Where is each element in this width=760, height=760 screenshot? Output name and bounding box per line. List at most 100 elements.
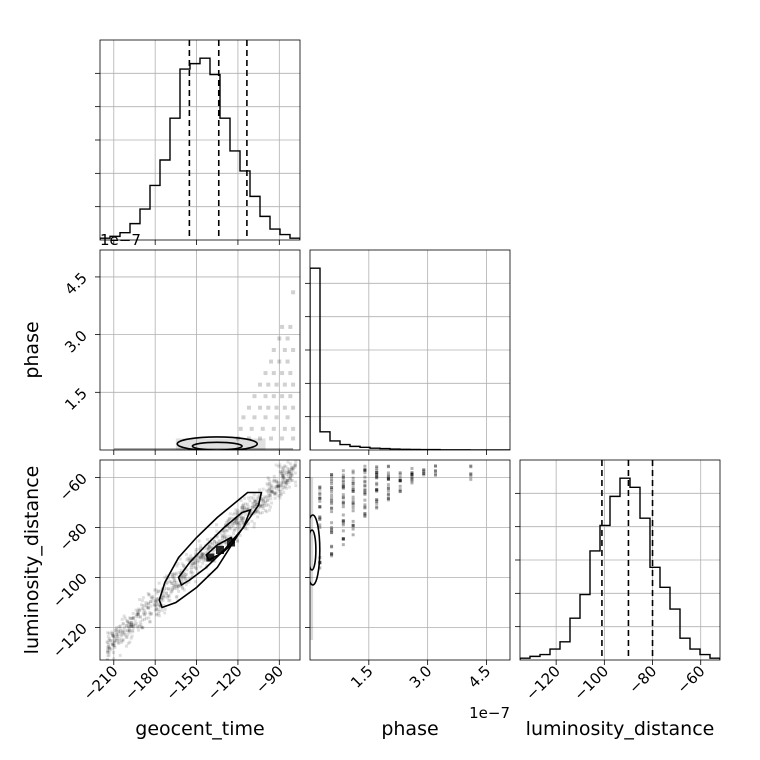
sample-point [282,475,286,479]
sample-point [375,481,379,485]
sample-point [204,558,208,562]
sample-point [192,562,196,566]
sample-point [252,522,256,526]
sample-point [256,507,260,511]
sample-point [261,502,265,506]
sample-point [217,544,221,548]
sample-point [226,519,230,523]
sample-point [410,479,414,483]
sample-point [176,583,180,587]
sample-point [268,480,272,484]
sample-point [119,640,123,644]
sample-point [114,631,118,635]
sample-point [271,371,276,376]
sample-point [138,608,142,612]
sample-point [112,634,116,638]
sample-point [363,514,367,518]
sample-point [131,626,135,630]
sample-point [245,522,249,526]
sample-point [193,562,197,566]
sample-point [284,486,288,490]
sample-point [239,506,243,510]
sample-point [134,615,138,619]
sample-point [330,473,334,477]
sample-point [133,623,137,627]
sample-point [272,480,276,484]
sample-point [131,616,135,620]
sample-point [363,480,367,484]
sample-point [199,546,203,550]
sample-point [257,505,261,509]
sample-point [264,496,268,500]
sample-point [139,625,143,629]
sample-point [284,480,288,484]
sample-point [200,552,204,556]
sample-point [161,590,165,594]
sample-point [351,489,355,493]
sample-point [288,476,292,480]
sample-point [232,528,236,532]
sample-point [112,636,116,640]
sample-point [269,497,273,501]
sample-point [422,471,426,475]
sample-point [141,596,145,600]
sample-point [238,526,242,530]
sample-point [398,479,402,483]
sample-point [280,324,285,329]
panel-scatter-phase-luminosity_distance: 1.5 3.0 4.5 [305,459,511,692]
x-tick-label: −150 [163,662,205,704]
sample-point [246,505,250,509]
sample-point [386,489,390,493]
sample-point [109,639,113,643]
sample-point [235,511,239,515]
sample-point [330,502,334,506]
sample-point [224,520,228,524]
sample-point [125,620,129,624]
contour-level-1 [310,514,321,586]
sample-point [285,478,289,482]
sample-point [210,541,214,545]
sample-point [166,596,170,600]
sample-point [252,499,256,503]
sample-point [241,521,245,525]
sample-point [288,477,292,481]
sample-point [110,642,114,646]
sample-point [120,639,124,643]
sample-point [261,498,265,502]
x-tick-label: 3.0 [406,662,436,692]
sample-point [351,503,355,507]
sample-point [289,467,293,471]
sample-point [286,467,290,471]
sample-point [242,502,246,506]
sample-point [174,572,178,576]
sample-point [273,496,277,500]
sample-point [285,480,289,484]
sample-point [341,505,345,509]
sample-point [148,620,152,624]
sample-point [274,485,278,489]
sample-point [116,635,120,639]
sample-point [330,506,334,510]
sample-point [375,487,379,491]
sample-point [398,478,402,482]
sample-point [375,471,379,475]
sample-point [201,552,205,556]
sample-point [280,481,284,485]
sample-point [134,608,138,612]
sample-point [330,487,334,491]
sample-point [375,498,379,502]
sample-point [330,485,334,489]
sample-point [172,576,176,580]
sample-point [207,547,211,551]
sample-point [152,603,156,607]
sample-point [386,498,390,502]
sample-point [115,632,119,636]
sample-point [351,476,355,480]
sample-point [224,537,228,541]
sample-point [143,610,147,614]
sample-point [158,605,162,609]
sample-point [204,556,208,560]
sample-point [292,463,296,467]
sample-point [351,488,355,492]
sample-point [275,484,279,488]
